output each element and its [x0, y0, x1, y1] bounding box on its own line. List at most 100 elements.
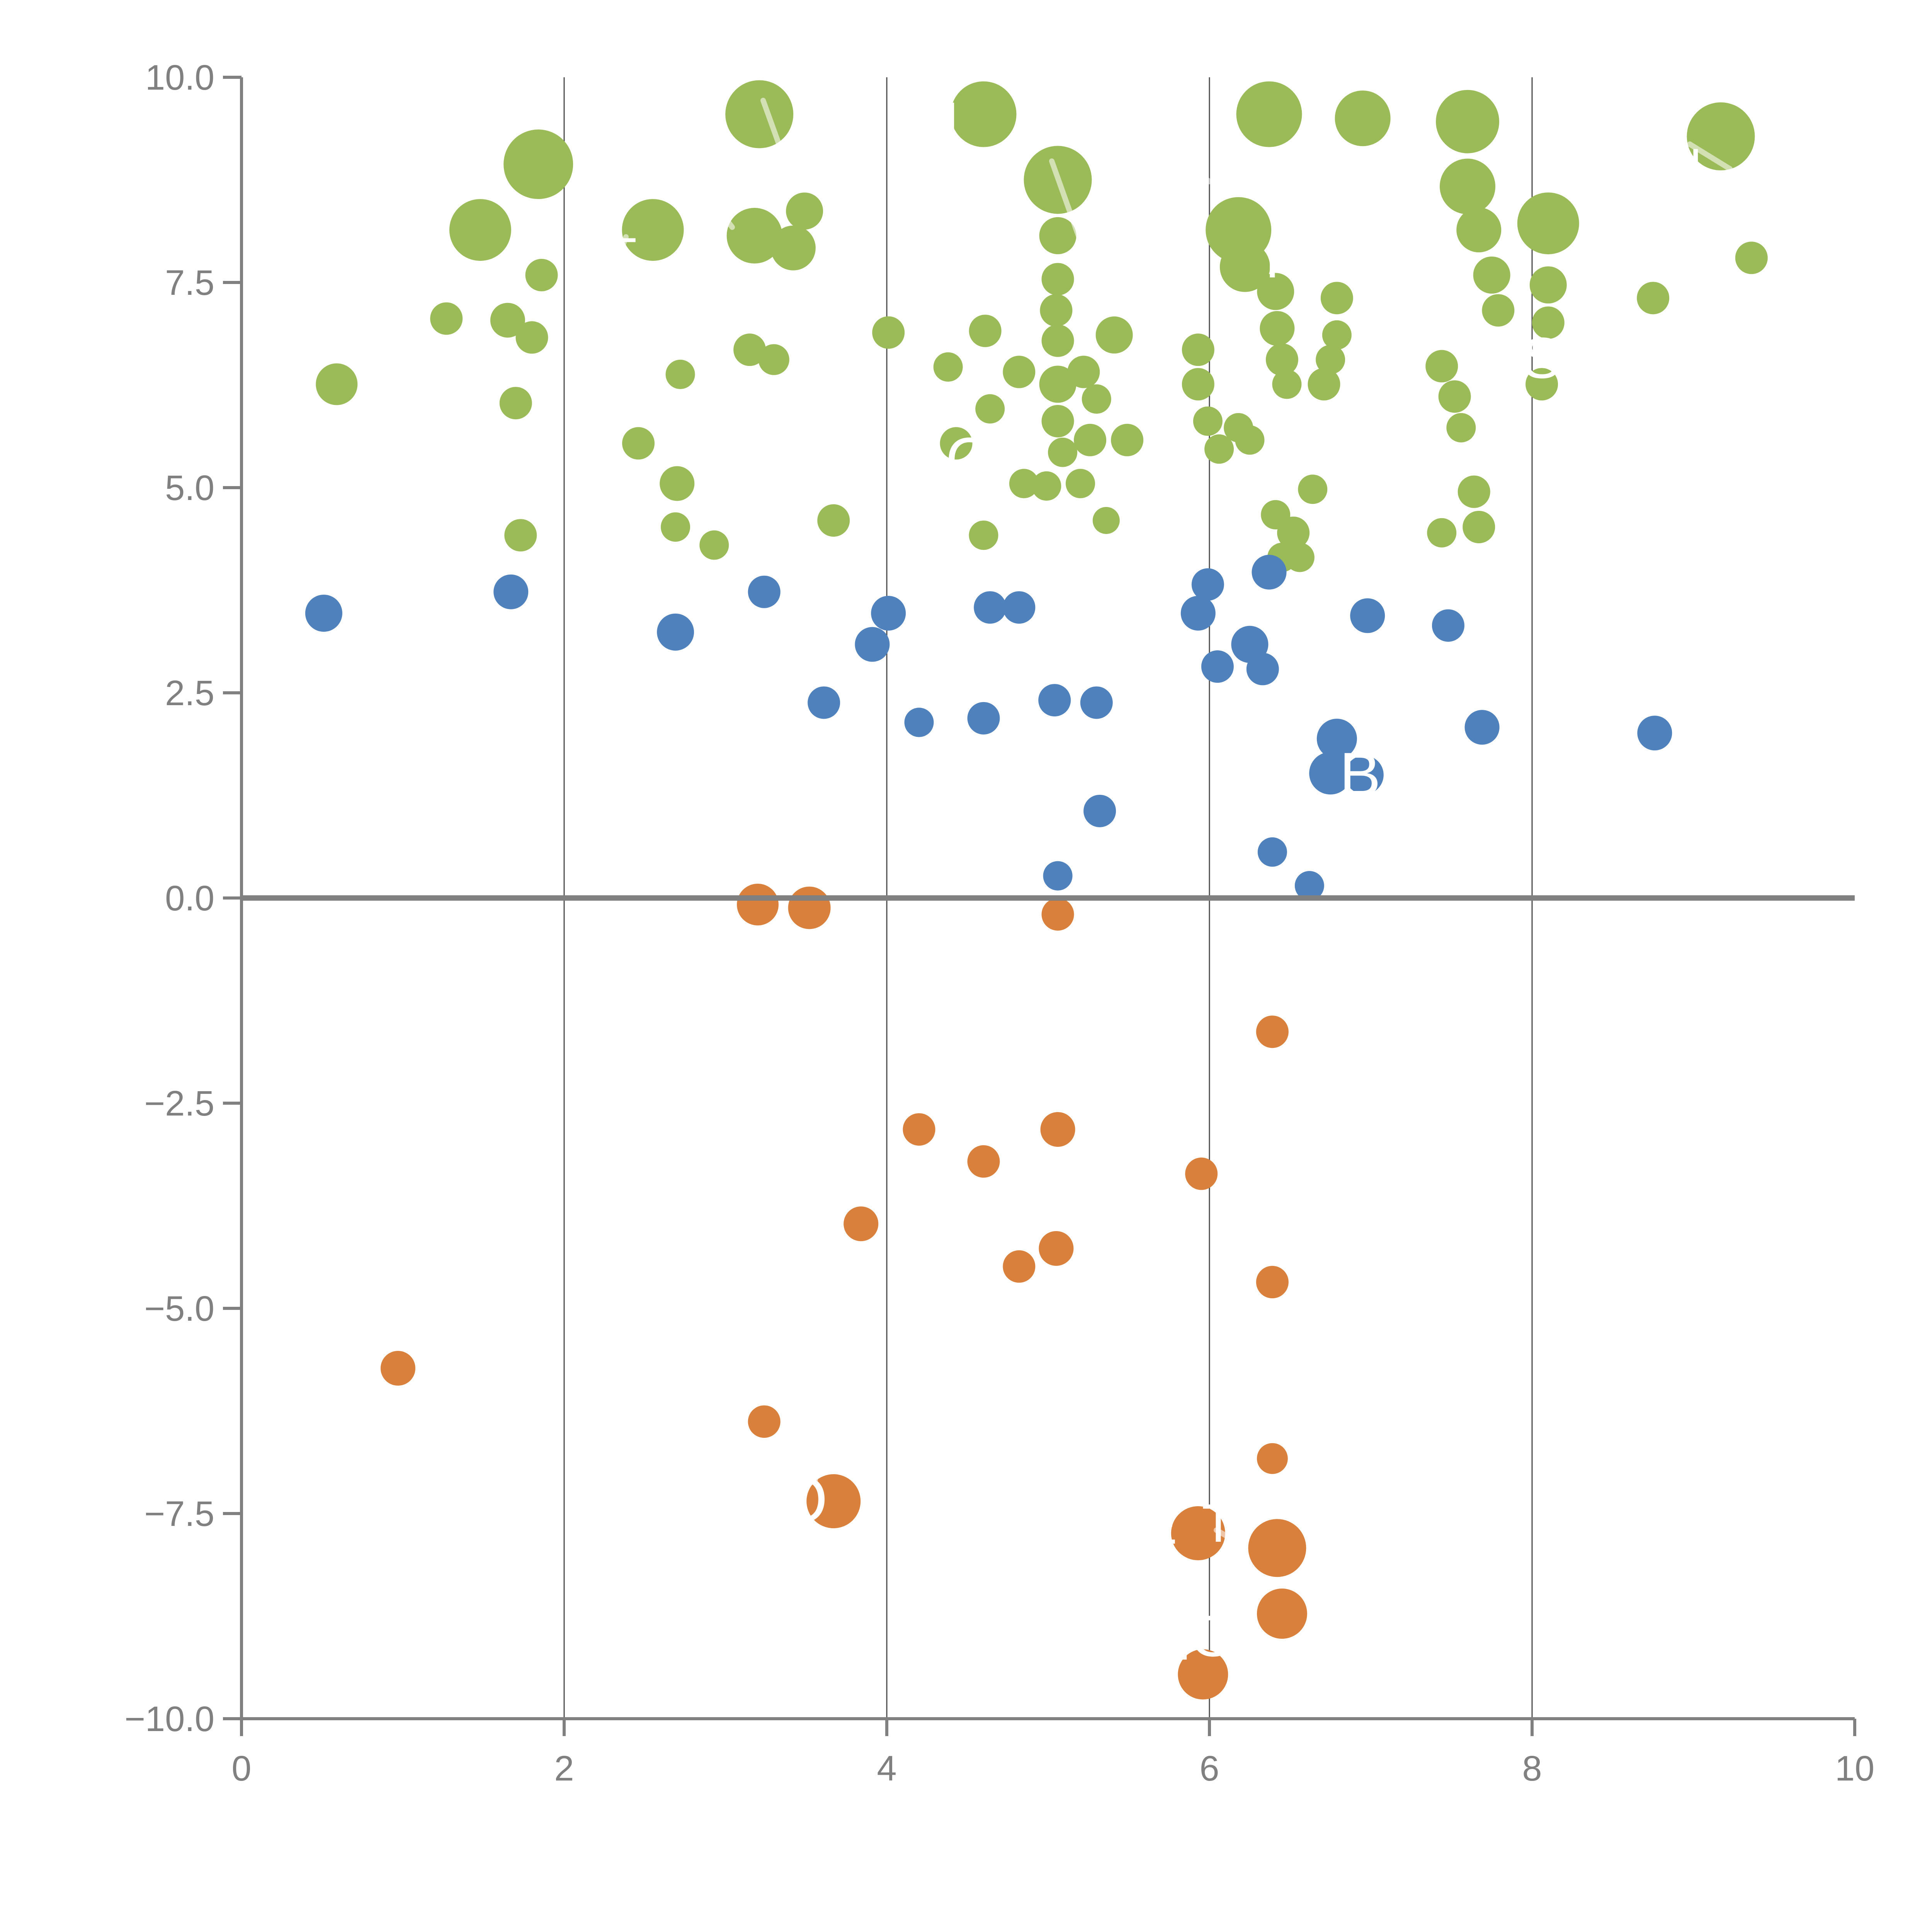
- label-leader-line: [760, 98, 791, 173]
- bubble-orange: [844, 1206, 879, 1242]
- bubble-green: [1427, 518, 1457, 548]
- bubble-blue: [1080, 686, 1113, 719]
- bubble-green: [1298, 474, 1328, 504]
- bubble-blue: [808, 686, 840, 719]
- bubble-green: [1265, 343, 1298, 376]
- label-leader-line: [613, 234, 629, 267]
- bubble-blue: [967, 702, 1000, 735]
- bubble-orange: [380, 1351, 415, 1386]
- x-tick-label: 2: [554, 1749, 574, 1788]
- bubble-green: [661, 512, 690, 542]
- bubble-blue: [1201, 650, 1234, 683]
- label-leader-line: [1049, 158, 1103, 299]
- bubble-green: [1066, 469, 1095, 498]
- bubble-green: [490, 303, 525, 338]
- y-tick-label: −5.0: [144, 1289, 214, 1328]
- bubble-green: [449, 199, 511, 261]
- label-leader-line: [1182, 160, 1212, 184]
- bubble-blue: [1345, 755, 1384, 794]
- bubble-blue: [1083, 794, 1116, 827]
- bubble-green: [1193, 406, 1223, 436]
- y-tick-label: −10.0: [124, 1699, 214, 1739]
- bubble-label-fragment: N: [1663, 137, 1702, 198]
- y-tick-label: 5.0: [165, 468, 214, 508]
- x-tick-label: 0: [231, 1749, 251, 1788]
- label-leader-line: [791, 1477, 818, 1496]
- bubble-green: [1463, 510, 1495, 543]
- bubble-blue: [1180, 595, 1216, 631]
- bubble-green: [726, 207, 782, 264]
- bubble-green: [1032, 471, 1061, 501]
- bubble-green: [1529, 266, 1567, 304]
- bubble-green: [1041, 324, 1074, 357]
- bubble-orange: [1256, 1266, 1289, 1299]
- bubble-green: [1473, 256, 1510, 294]
- bubble-green: [1425, 350, 1458, 383]
- bubble-green: [1003, 355, 1036, 388]
- bubble-green: [1308, 368, 1340, 401]
- bubble-orange: [1257, 1588, 1307, 1639]
- bubble-blue: [1191, 568, 1224, 601]
- x-tick-label: 8: [1522, 1749, 1542, 1788]
- bubble-blue: [1252, 554, 1287, 590]
- bubble-orange: [806, 1474, 861, 1529]
- bubble-green: [1219, 242, 1270, 292]
- bubble-blue: [1043, 861, 1073, 891]
- bubble-green: [933, 352, 963, 382]
- bubble-green: [1456, 207, 1502, 253]
- bubble-blue: [871, 595, 906, 631]
- bubble-green: [430, 302, 463, 335]
- bubble-orange: [967, 1145, 1000, 1178]
- x-tick-label: 6: [1199, 1749, 1219, 1788]
- bubble-green: [733, 333, 766, 366]
- bubble-green: [1438, 380, 1471, 413]
- bubble-blue: [1316, 718, 1357, 759]
- bubble-green: [1235, 425, 1265, 455]
- bubble-green: [872, 316, 905, 349]
- axis-group: 10.0 7.5 5.0 2.5 0.0 −2.5 −5.0 −7.5 −10.0 0 2 4 6 8 10: [124, 58, 1874, 1788]
- bubble-blue: [1038, 684, 1071, 717]
- bubble-green: [1039, 366, 1077, 403]
- bubble-blue: [1246, 653, 1279, 685]
- bubble-label-fragment: S: [1522, 325, 1561, 390]
- bubble-label-fragment: G: [1190, 1604, 1235, 1668]
- bubble-green: [1526, 368, 1558, 401]
- bubble-blue: [1003, 591, 1036, 624]
- bubble-green: [1272, 369, 1302, 399]
- x-tick-label: 4: [877, 1749, 896, 1788]
- bubble-orange: [788, 886, 831, 929]
- bubbles-orange-group: [380, 883, 1307, 1700]
- bubble-green: [951, 81, 1017, 147]
- bubble-green: [1009, 469, 1039, 498]
- bubble-blue: [904, 707, 934, 737]
- bubble-green: [1458, 475, 1490, 508]
- y-tick-label: −7.5: [144, 1494, 214, 1534]
- bubble-green: [1074, 423, 1107, 456]
- bubble-green: [525, 259, 558, 291]
- bubble-green: [1517, 192, 1579, 255]
- bubble-label-fragment: T: [606, 227, 636, 284]
- bubble-green: [622, 427, 655, 460]
- y-tick-label: −2.5: [144, 1084, 214, 1123]
- bubble-green: [770, 225, 816, 270]
- bubble-label-fragment: E: [1349, 228, 1384, 288]
- bubble-green: [940, 427, 973, 460]
- bubble-green: [817, 504, 850, 537]
- bubble-blue: [657, 613, 694, 651]
- bubble-green: [1322, 320, 1352, 350]
- bubble-label-fragment: C: [946, 425, 990, 494]
- bubble-orange: [1257, 1443, 1288, 1474]
- bubble-green: [1111, 423, 1144, 456]
- bubble-green: [1082, 384, 1111, 414]
- bubble-green: [1204, 434, 1234, 464]
- bubble-blue: [1637, 716, 1672, 751]
- bubble-label-fragment: RE: [1265, 228, 1340, 289]
- bubble-green: [1482, 294, 1515, 327]
- bubble-label-fragment: N: [919, 91, 958, 151]
- bubble-green: [758, 344, 789, 375]
- bubble-blue: [855, 627, 890, 662]
- bubble-orange: [1039, 1231, 1074, 1266]
